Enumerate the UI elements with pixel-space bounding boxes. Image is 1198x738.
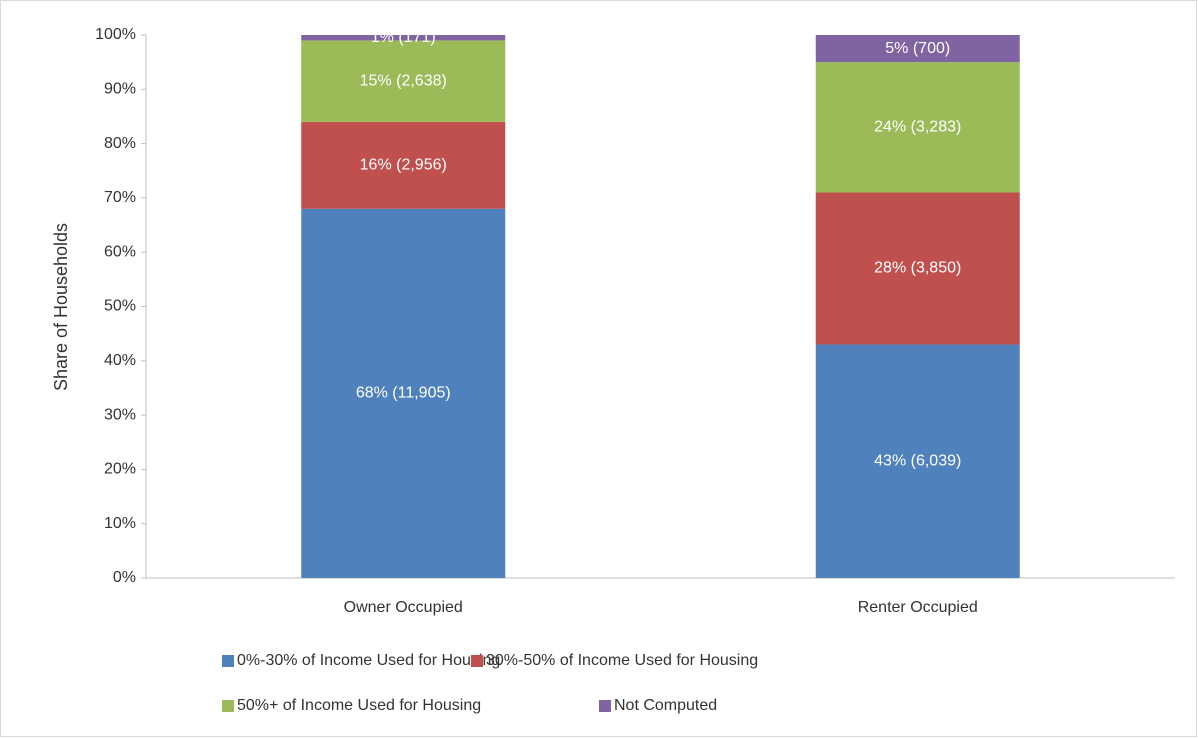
legend-label: 50%+ of Income Used for Housing bbox=[237, 697, 481, 714]
bar-segment bbox=[301, 35, 506, 41]
data-label: 28% (3,850) bbox=[874, 260, 961, 277]
y-tick-label: 80% bbox=[104, 135, 136, 152]
bar-segment bbox=[815, 344, 1020, 578]
data-label: 16% (2,956) bbox=[360, 157, 447, 174]
y-tick-label: 50% bbox=[104, 298, 136, 315]
legend-swatch bbox=[471, 655, 483, 667]
legend-swatch bbox=[222, 655, 234, 667]
legend-swatch bbox=[222, 700, 234, 712]
legend-label: 0%-30% of Income Used for Housing bbox=[237, 652, 500, 669]
data-label: 68% (11,905) bbox=[356, 385, 451, 402]
data-label: 43% (6,039) bbox=[874, 452, 961, 469]
legend-swatch bbox=[599, 700, 611, 712]
x-tick-label: Renter Occupied bbox=[858, 599, 978, 616]
y-tick-label: 70% bbox=[104, 189, 136, 206]
y-tick-label: 20% bbox=[104, 461, 136, 478]
y-tick-label: 90% bbox=[104, 81, 136, 98]
bar-segment bbox=[815, 35, 1020, 63]
legend-label: 30%-50% of Income Used for Housing bbox=[486, 652, 758, 669]
bar-segment bbox=[815, 62, 1020, 193]
legend-label: Not Computed bbox=[614, 697, 717, 714]
data-label: 1% (171) bbox=[371, 29, 436, 46]
x-tick-label: Owner Occupied bbox=[344, 599, 463, 616]
data-label: 15% (2,638) bbox=[360, 72, 447, 89]
bar-segment bbox=[815, 192, 1020, 345]
bar-segment bbox=[301, 121, 506, 209]
data-label: 5% (700) bbox=[885, 40, 950, 57]
y-tick-label: 30% bbox=[104, 406, 136, 423]
data-label: 24% (3,283) bbox=[874, 119, 961, 136]
y-tick-label: 60% bbox=[104, 243, 136, 260]
bar-segment bbox=[301, 208, 506, 578]
y-tick-label: 10% bbox=[104, 515, 136, 532]
bar-segment bbox=[301, 40, 506, 122]
y-tick-label: 40% bbox=[104, 352, 136, 369]
y-axis-label: Share of Households bbox=[51, 223, 71, 391]
y-tick-label: 100% bbox=[95, 26, 136, 43]
y-tick-label: 0% bbox=[113, 569, 136, 586]
